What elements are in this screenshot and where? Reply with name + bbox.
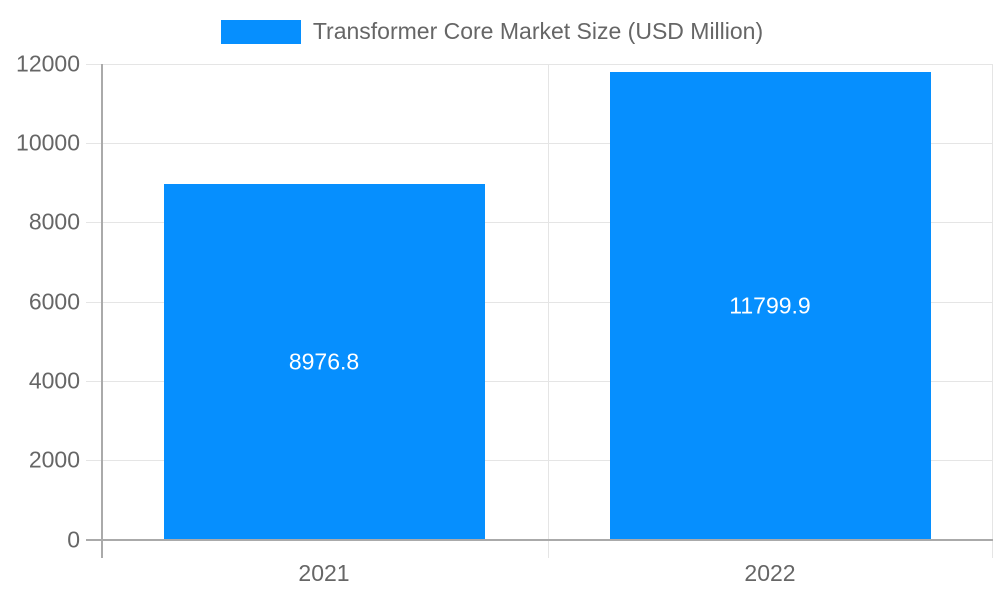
legend-label: Transformer Core Market Size (USD Millio… — [312, 18, 764, 44]
xtick-label: 2021 — [298, 560, 350, 586]
gridline-10000 — [86, 143, 993, 144]
gridline-4000 — [86, 381, 993, 382]
vgrid-mid — [548, 64, 549, 558]
gridline-12000 — [86, 64, 993, 65]
ytick-label: 6000 — [28, 288, 80, 315]
ytick-label: 8000 — [28, 208, 80, 235]
xtick-label: 2022 — [744, 560, 796, 586]
bar-value-label: 11799.9 — [729, 292, 811, 319]
x-axis — [86, 539, 993, 541]
legend-swatch — [220, 19, 301, 44]
gridline-6000 — [86, 302, 993, 303]
ytick-label: 2000 — [28, 446, 80, 473]
ytick-label: 12000 — [16, 50, 80, 77]
ytick-label: 0 — [67, 526, 80, 553]
gridline-8000 — [86, 222, 993, 223]
bar-2022[interactable] — [610, 72, 931, 540]
gridline-2000 — [86, 460, 993, 461]
vgrid-right — [992, 64, 993, 558]
bar-value-label: 8976.8 — [288, 348, 360, 375]
y-axis — [101, 64, 103, 558]
chart-legend: Transformer Core Market Size (USD Millio… — [0, 18, 1000, 45]
ytick-label: 10000 — [16, 129, 80, 156]
bar-2021[interactable] — [164, 184, 485, 540]
ytick-label: 4000 — [28, 367, 80, 394]
